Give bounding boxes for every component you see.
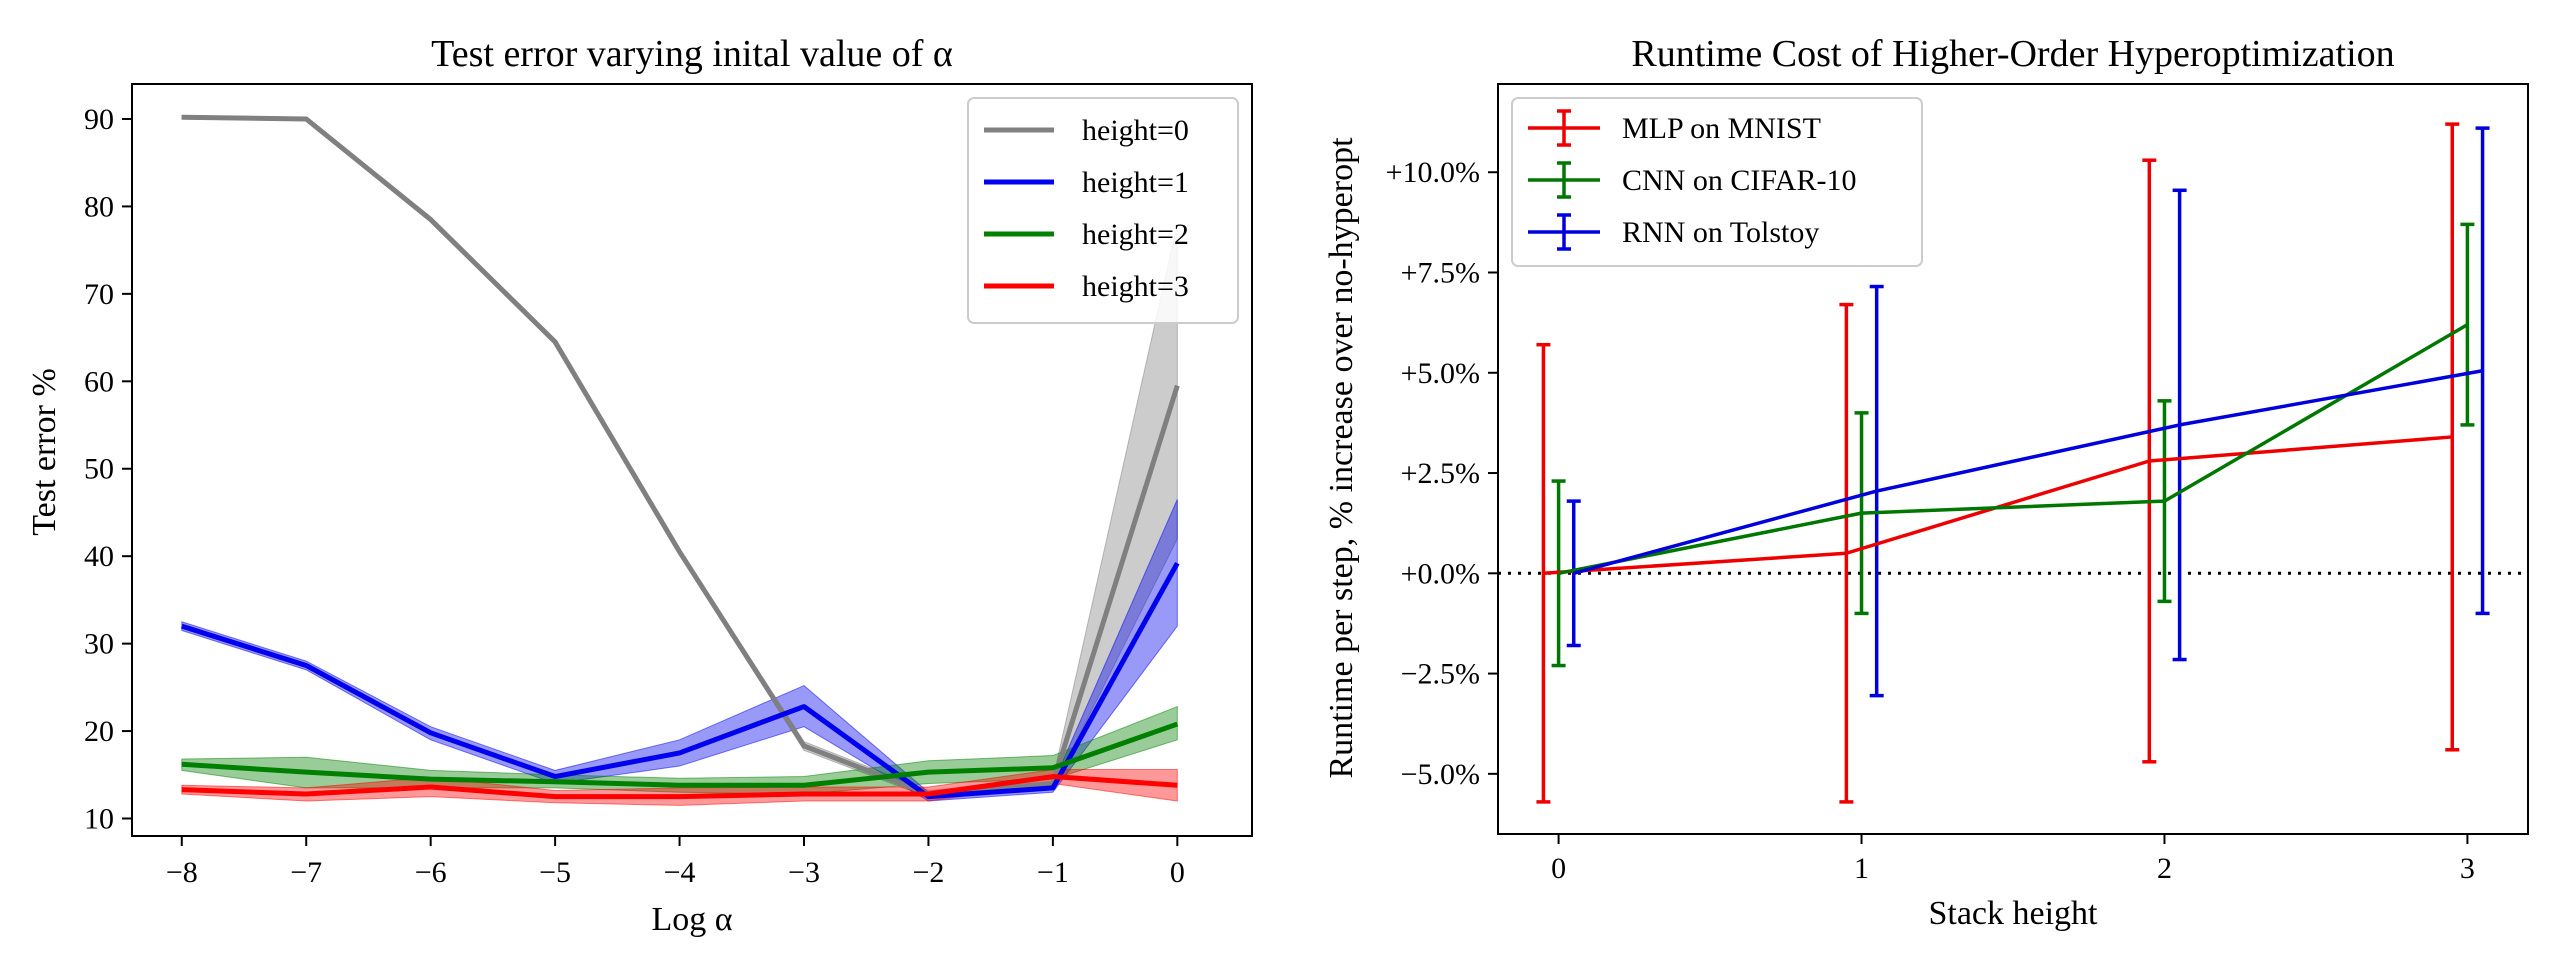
legend-label-height-1: height=1: [1082, 166, 1189, 199]
y-tick-label: 50: [84, 453, 114, 486]
series-line-rnn-on-tolstoy: [1573, 369, 2483, 575]
chart2-y-ticks: −5.0% −2.5% +0.0% +2.5% +5.0% +7.5% +10.0%: [1386, 156, 1498, 791]
y-tick-label: 20: [84, 715, 114, 748]
x-tick-label: −1: [1037, 856, 1069, 889]
x-tick-label: −2: [912, 856, 944, 889]
y-tick-label: 70: [84, 278, 114, 311]
y-tick-label: −2.5%: [1401, 658, 1480, 691]
y-tick-label: +0.0%: [1401, 557, 1480, 590]
y-tick-label: 60: [84, 365, 114, 398]
y-tick-label: 80: [84, 190, 114, 223]
series-line-height-2: [181, 721, 1179, 788]
chart1-legend: height=0 height=1 height=2 height=3: [967, 97, 1239, 324]
x-tick-label: −7: [290, 856, 322, 889]
chart1-x-ticks: −8 −7 −6 −5 −4 −3 −2 −1 0: [166, 836, 1185, 889]
legend-label-height-0: height=0: [1082, 114, 1189, 147]
chart1-ylabel: Test error %: [26, 368, 63, 536]
series-line-height-0: [181, 114, 1180, 797]
x-tick-label: 2: [2157, 852, 2172, 885]
legend-label-height-2: height=2: [1082, 218, 1189, 251]
legend-box: [1511, 97, 1923, 267]
legend-label-cnn-on-cifar-10: CNN on CIFAR-10: [1622, 164, 1856, 197]
series-line-height-3: [181, 774, 1178, 800]
chart1-plot-frame: [131, 83, 1253, 837]
chart2-xlabel: Stack height: [1928, 895, 2098, 932]
legend-label-height-3: height=3: [1082, 270, 1189, 303]
x-tick-label: 3: [2460, 852, 2475, 885]
chart2-lines: [1543, 323, 2483, 576]
chart-test-error: Test error varying inital value of α Log…: [26, 33, 1253, 938]
chart2-legend: MLP on MNIST CNN on CIFAR-10 RNN on Tolsto…: [1511, 97, 1923, 267]
series-line-mlp-on-mnist: [1543, 435, 2453, 576]
x-tick-label: 0: [1551, 852, 1566, 885]
legend-box: [967, 97, 1239, 324]
y-tick-label: 10: [84, 803, 114, 836]
chart1-title: Test error varying inital value of α: [431, 33, 953, 75]
x-tick-label: −5: [539, 856, 571, 889]
legend-label-rnn-on-tolstoy: RNN on Tolstoy: [1622, 216, 1819, 249]
y-tick-label: +10.0%: [1386, 156, 1480, 189]
y-tick-label: +5.0%: [1401, 357, 1480, 390]
series-line-cnn-on-cifar-10: [1558, 323, 2469, 576]
chart2-ylabel: Runtime per step, % increase over no-hyp…: [1323, 137, 1360, 779]
x-tick-label: 1: [1854, 852, 1869, 885]
series-line-height-1: [181, 561, 1180, 800]
legend-label-mlp-on-mnist: MLP on MNIST: [1622, 112, 1821, 145]
band-height-1: [181, 499, 1178, 802]
chart2-plot-frame: [1497, 83, 2529, 835]
y-tick-label: 30: [84, 628, 114, 661]
chart1-xlabel: Log α: [651, 901, 732, 938]
x-tick-label: 0: [1170, 856, 1185, 889]
y-tick-label: 40: [84, 540, 114, 573]
x-tick-label: −3: [788, 856, 820, 889]
chart2-x-ticks: 0 1 2 3: [1551, 834, 2475, 885]
x-tick-label: −4: [664, 856, 696, 889]
chart1-y-ticks: 10 20 30 40 50 60 70 80 90: [84, 103, 132, 836]
y-tick-label: +7.5%: [1401, 257, 1480, 290]
x-tick-label: −8: [166, 856, 198, 889]
y-tick-label: 90: [84, 103, 114, 136]
chart-runtime-cost: Runtime Cost of Higher-Order Hyperoptimi…: [1323, 33, 2529, 932]
chart2-title: Runtime Cost of Higher-Order Hyperoptimi…: [1631, 33, 2394, 75]
y-tick-label: −5.0%: [1401, 758, 1480, 791]
x-tick-label: −6: [415, 856, 447, 889]
chart1-lines: [181, 114, 1180, 800]
y-tick-label: +2.5%: [1401, 457, 1480, 490]
